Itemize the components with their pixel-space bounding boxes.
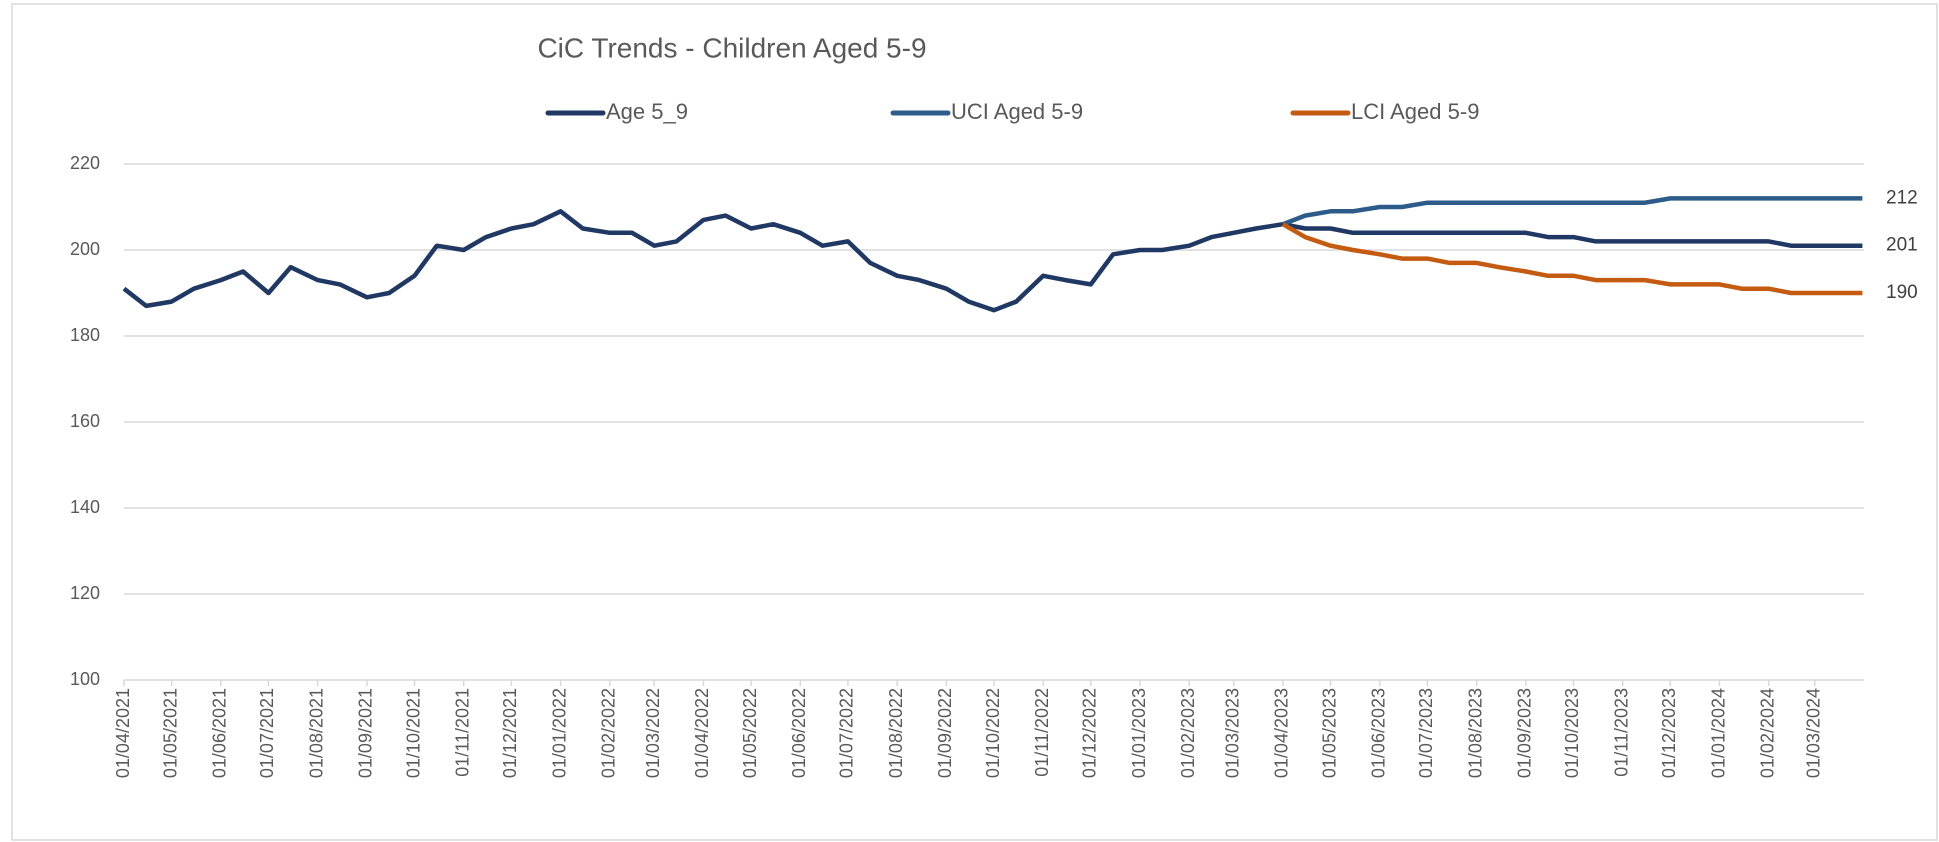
y-tick-label: 140 <box>70 497 100 517</box>
x-tick-label: 01/11/2022 <box>1032 688 1052 777</box>
x-tick-label: 01/02/2024 <box>1757 688 1777 778</box>
end-value-label: 190 <box>1886 282 1918 303</box>
x-tick-label: 01/09/2022 <box>935 688 955 778</box>
x-tick-label: 01/07/2023 <box>1416 688 1436 778</box>
x-tick-label: 01/11/2023 <box>1611 688 1631 777</box>
x-tick-label: 01/04/2023 <box>1272 688 1292 778</box>
x-tick-label: 01/10/2022 <box>983 688 1003 778</box>
x-tick-label: 01/12/2023 <box>1659 688 1679 778</box>
x-tick-label: 01/02/2023 <box>1178 688 1198 778</box>
x-tick-label: 01/03/2024 <box>1804 688 1824 778</box>
x-tick-label: 01/05/2022 <box>740 688 760 778</box>
x-tick-label: 01/05/2023 <box>1319 688 1339 778</box>
x-tick-label: 01/02/2022 <box>599 688 619 778</box>
x-tick-label: 01/01/2024 <box>1708 688 1728 778</box>
y-tick-label: 120 <box>70 583 100 603</box>
x-tick-label: 01/07/2022 <box>837 688 857 778</box>
series-line <box>1282 196 1863 227</box>
y-tick-label: 200 <box>70 239 100 259</box>
y-tick-label: 100 <box>70 669 100 689</box>
legend-label: Age 5_9 <box>606 99 688 124</box>
y-tick-label: 180 <box>70 325 100 345</box>
x-tick-label: 01/07/2021 <box>257 688 277 778</box>
legend-label: LCI Aged 5-9 <box>1351 99 1479 124</box>
x-tick-label: 01/01/2022 <box>549 688 569 778</box>
x-tick-label: 01/09/2021 <box>356 688 376 778</box>
x-tick-label: 01/06/2021 <box>210 688 230 778</box>
x-tick-label: 01/08/2023 <box>1465 688 1485 778</box>
series-line <box>122 209 1863 313</box>
x-tick-label: 01/05/2021 <box>160 688 180 778</box>
x-tick-label: 01/01/2023 <box>1129 688 1149 778</box>
series-line <box>1281 222 1863 296</box>
x-tick-label: 01/10/2023 <box>1562 688 1582 778</box>
x-tick-label: 01/12/2022 <box>1080 688 1100 778</box>
x-tick-label: 01/06/2023 <box>1369 688 1389 778</box>
end-value-label: 212 <box>1886 187 1918 208</box>
x-tick-label: 01/03/2022 <box>643 688 663 778</box>
legend-label: UCI Aged 5-9 <box>951 99 1083 124</box>
x-tick-label: 01/04/2021 <box>113 688 133 778</box>
x-tick-label: 01/06/2022 <box>789 688 809 778</box>
x-tick-label: 01/04/2022 <box>692 688 712 778</box>
x-tick-label: 01/03/2023 <box>1222 688 1242 778</box>
x-tick-label: 01/12/2021 <box>500 688 520 778</box>
end-value-label: 201 <box>1886 235 1918 256</box>
y-tick-label: 160 <box>70 411 100 431</box>
x-tick-label: 01/11/2021 <box>452 688 472 777</box>
x-tick-label: 01/08/2022 <box>886 688 906 778</box>
y-tick-label: 220 <box>70 153 100 173</box>
x-tick-label: 01/08/2021 <box>306 688 326 778</box>
x-tick-label: 01/10/2021 <box>403 688 423 778</box>
chart-title: CiC Trends - Children Aged 5-9 <box>537 32 926 63</box>
x-tick-label: 01/09/2023 <box>1515 688 1535 778</box>
